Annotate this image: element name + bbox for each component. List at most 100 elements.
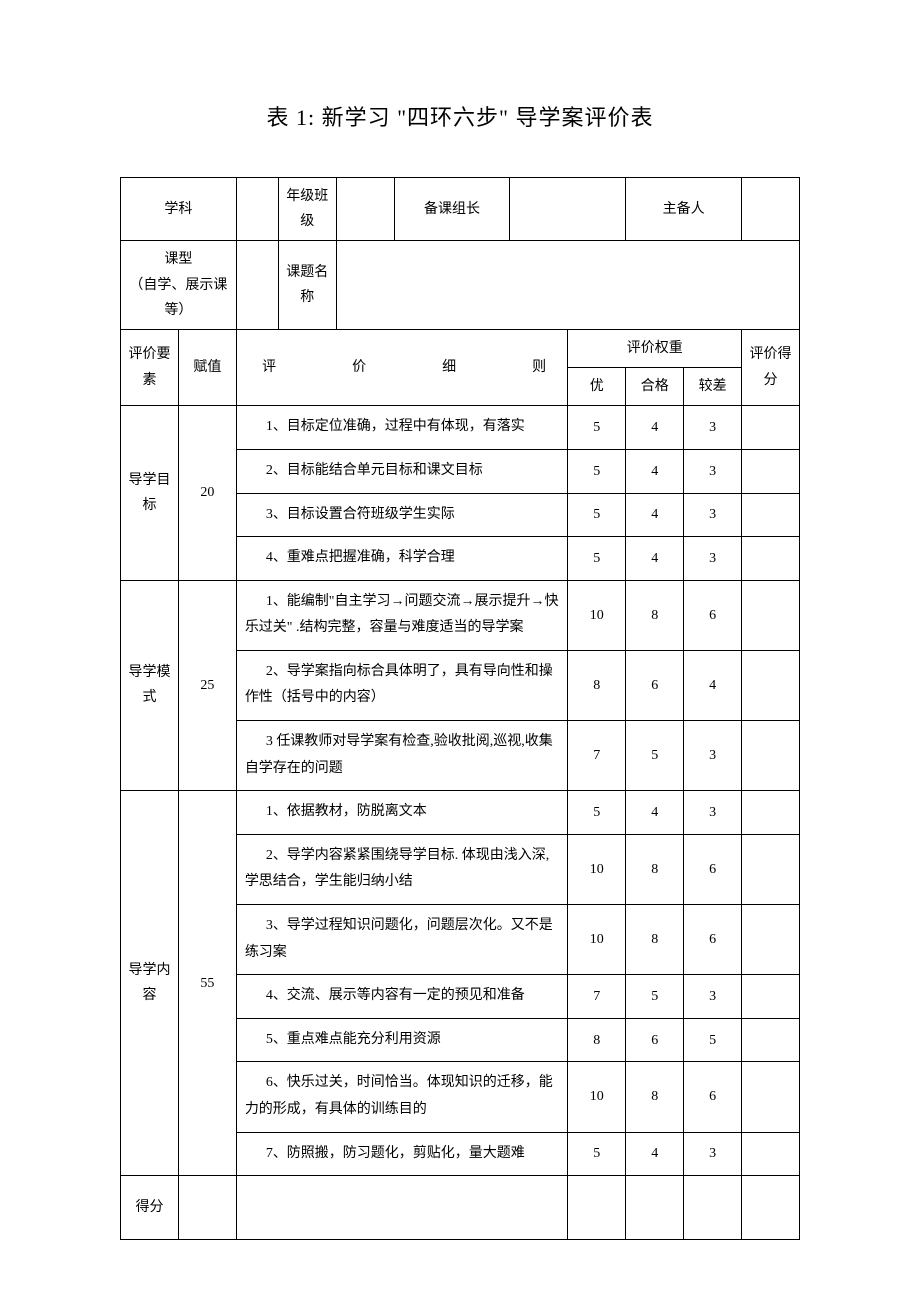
- pass-value: 4: [626, 449, 684, 493]
- score-value: [742, 580, 800, 650]
- poor-value: 3: [684, 975, 742, 1019]
- poor-value: 6: [684, 1062, 742, 1132]
- section-name: 导学内容: [121, 791, 179, 1176]
- excellent-value: 8: [568, 1018, 626, 1062]
- score-value: [742, 1062, 800, 1132]
- pass-value: 8: [626, 834, 684, 904]
- info-row-2: 课型 （自学、展示课等） 课题名称: [121, 241, 800, 330]
- evaluation-table: 学科 年级班级 备课组长 主备人 课型 （自学、展示课等） 课题名称 评价要素 …: [120, 177, 800, 1240]
- pass-value: 4: [626, 493, 684, 537]
- score-blank: [684, 1176, 742, 1240]
- header-criteria: 评 价 细 则: [236, 329, 568, 405]
- poor-value: 3: [684, 493, 742, 537]
- excellent-value: 5: [568, 449, 626, 493]
- table-row: 导学模式 25 1、能编制"自主学习→问题交流→展示提升→快乐过关" .结构完整…: [121, 580, 800, 650]
- prep-leader-value: [510, 178, 626, 241]
- lesson-type-value: [236, 241, 278, 330]
- criteria-text: 3、导学过程知识问题化，问题层次化。又不是练习案: [236, 905, 568, 975]
- topic-name-label: 课题名称: [278, 241, 336, 330]
- score-value: [742, 1132, 800, 1176]
- score-blank: [568, 1176, 626, 1240]
- excellent-value: 5: [568, 493, 626, 537]
- main-preparer-label: 主备人: [626, 178, 742, 241]
- excellent-value: 10: [568, 834, 626, 904]
- poor-value: 6: [684, 580, 742, 650]
- header-poor: 较差: [684, 368, 742, 406]
- main-preparer-value: [742, 178, 800, 241]
- table-row: 导学内容 55 1、依据教材，防脱离文本 5 4 3: [121, 791, 800, 835]
- score-value: [742, 721, 800, 791]
- criteria-text: 2、目标能结合单元目标和课文目标: [236, 449, 568, 493]
- score-blank: [742, 1176, 800, 1240]
- excellent-value: 5: [568, 791, 626, 835]
- pass-value: 6: [626, 650, 684, 720]
- score-value: [742, 1018, 800, 1062]
- table-header-row: 评价要素 赋值 评 价 细 则 评价权重 评价得分: [121, 329, 800, 367]
- poor-value: 3: [684, 791, 742, 835]
- pass-value: 4: [626, 537, 684, 581]
- score-label: 得分: [121, 1176, 179, 1240]
- poor-value: 6: [684, 834, 742, 904]
- score-value: [742, 905, 800, 975]
- grade-class-value: [336, 178, 394, 241]
- score-blank: [178, 1176, 236, 1240]
- page-title: 表 1: 新学习 "四环六步" 导学案评价表: [120, 100, 800, 132]
- pass-value: 8: [626, 1062, 684, 1132]
- poor-value: 3: [684, 406, 742, 450]
- section-name: 导学模式: [121, 580, 179, 791]
- subject-label: 学科: [121, 178, 237, 241]
- excellent-value: 10: [568, 1062, 626, 1132]
- criteria-text: 4、重难点把握准确，科学合理: [236, 537, 568, 581]
- excellent-value: 5: [568, 1132, 626, 1176]
- poor-value: 5: [684, 1018, 742, 1062]
- excellent-value: 7: [568, 975, 626, 1019]
- score-value: [742, 493, 800, 537]
- topic-name-value: [336, 241, 799, 330]
- criteria-text: 4、交流、展示等内容有一定的预见和准备: [236, 975, 568, 1019]
- excellent-value: 10: [568, 905, 626, 975]
- criteria-text: 1、能编制"自主学习→问题交流→展示提升→快乐过关" .结构完整，容量与难度适当…: [236, 580, 568, 650]
- header-excellent: 优: [568, 368, 626, 406]
- excellent-value: 8: [568, 650, 626, 720]
- criteria-text: 2、导学内容紧紧围绕导学目标. 体现由浅入深,学思结合，学生能归纳小结: [236, 834, 568, 904]
- score-value: [742, 449, 800, 493]
- pass-value: 5: [626, 721, 684, 791]
- info-row-1: 学科 年级班级 备课组长 主备人: [121, 178, 800, 241]
- pass-value: 6: [626, 1018, 684, 1062]
- score-value: [742, 791, 800, 835]
- pass-value: 4: [626, 1132, 684, 1176]
- criteria-text: 6、快乐过关，时间恰当。体现知识的迁移，能力的形成，有具体的训练目的: [236, 1062, 568, 1132]
- poor-value: 6: [684, 905, 742, 975]
- score-blank: [626, 1176, 684, 1240]
- total-score-row: 得分: [121, 1176, 800, 1240]
- subject-value: [236, 178, 278, 241]
- score-value: [742, 537, 800, 581]
- pass-value: 8: [626, 905, 684, 975]
- criteria-text: 3 任课教师对导学案有检查,验收批阅,巡视,收集自学存在的问题: [236, 721, 568, 791]
- criteria-text: 3、目标设置合符班级学生实际: [236, 493, 568, 537]
- score-value: [742, 406, 800, 450]
- score-blank: [236, 1176, 568, 1240]
- excellent-value: 10: [568, 580, 626, 650]
- criteria-text: 7、防照搬，防习题化，剪贴化，量大题难: [236, 1132, 568, 1176]
- header-pass: 合格: [626, 368, 684, 406]
- pass-value: 4: [626, 791, 684, 835]
- criteria-text: 2、导学案指向标合具体明了，具有导向性和操作性（括号中的内容）: [236, 650, 568, 720]
- excellent-value: 5: [568, 537, 626, 581]
- poor-value: 3: [684, 449, 742, 493]
- prep-leader-label: 备课组长: [394, 178, 510, 241]
- pass-value: 5: [626, 975, 684, 1019]
- grade-class-label: 年级班级: [278, 178, 336, 241]
- header-weight: 赋值: [178, 329, 236, 405]
- header-score: 评价得分: [742, 329, 800, 405]
- poor-value: 3: [684, 1132, 742, 1176]
- section-weight: 25: [178, 580, 236, 791]
- score-value: [742, 975, 800, 1019]
- section-name: 导学目标: [121, 406, 179, 580]
- score-value: [742, 834, 800, 904]
- pass-value: 8: [626, 580, 684, 650]
- lesson-type-label: 课型 （自学、展示课等）: [121, 241, 237, 330]
- pass-value: 4: [626, 406, 684, 450]
- section-weight: 20: [178, 406, 236, 580]
- header-rating-weight: 评价权重: [568, 329, 742, 367]
